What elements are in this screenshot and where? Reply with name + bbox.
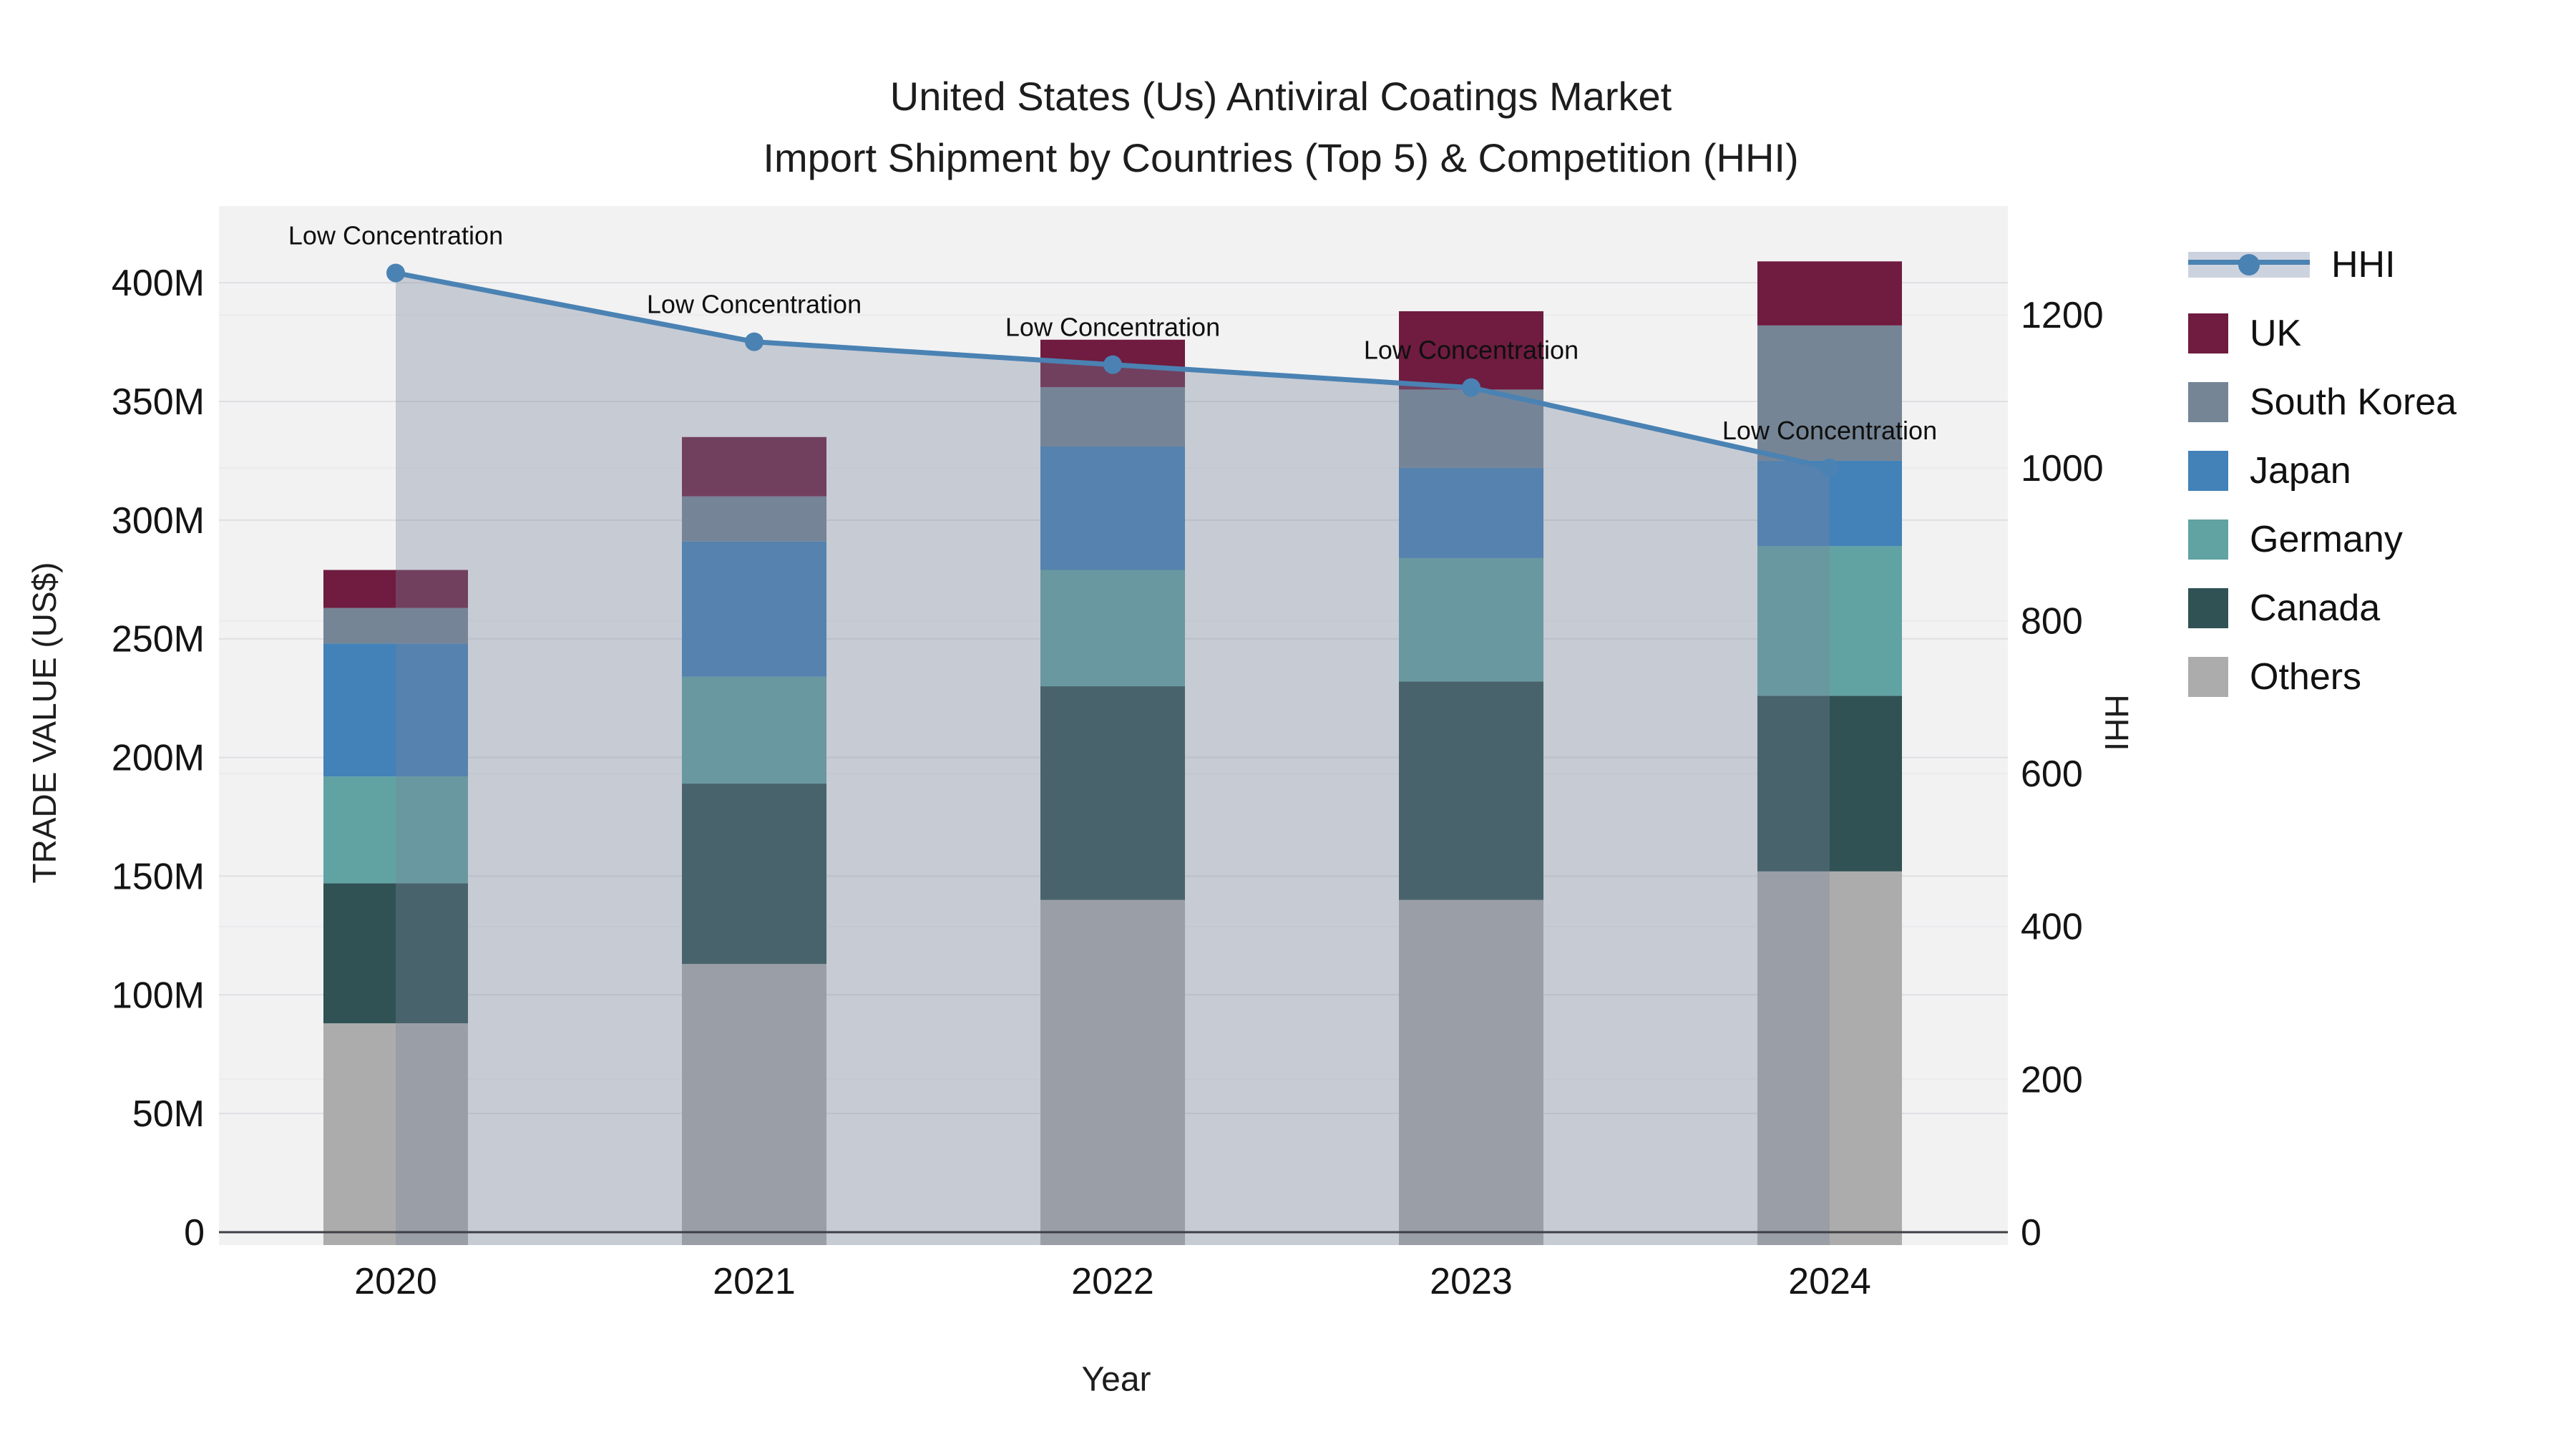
y-tick-label: 250M xyxy=(112,619,205,660)
bar-segment-japan-2022[interactable] xyxy=(1040,447,1185,570)
y-tick-label: 150M xyxy=(112,856,205,897)
y2-tick-label: 800 xyxy=(2021,600,2083,642)
chart-title-line2: Import Shipment by Countries (Top 5) & C… xyxy=(763,135,1799,180)
bar-segment-south-korea-2021[interactable] xyxy=(682,496,826,542)
legend-label-germany: Germany xyxy=(2250,519,2403,560)
x-axis-title: Year xyxy=(1081,1360,1151,1399)
bar-segment-canada-2024[interactable] xyxy=(1757,696,1902,872)
chart-title-line1: United States (Us) Antiviral Coatings Ma… xyxy=(889,74,1672,119)
hhi-marker-2020[interactable] xyxy=(386,263,405,283)
bar-segment-canada-2021[interactable] xyxy=(682,784,826,965)
y2-axis-title: HHI xyxy=(2098,694,2135,751)
hhi-area-fill xyxy=(396,273,1830,1246)
legend-label-hhi: HHI xyxy=(2331,244,2396,286)
legend-item-others[interactable]: Others xyxy=(2188,643,2457,711)
y2-tick-label: 200 xyxy=(2021,1059,2083,1101)
y2-tick-label: 1200 xyxy=(2021,295,2104,336)
y-tick-label: 100M xyxy=(112,975,205,1016)
bar-segment-germany-2021[interactable] xyxy=(682,676,826,784)
legend-item-canada[interactable]: Canada xyxy=(2188,574,2457,643)
legend-label-canada: Canada xyxy=(2250,587,2381,629)
legend-label-uk: UK xyxy=(2250,313,2302,354)
y-tick-label: 0 xyxy=(184,1212,205,1254)
legend-label-south-korea: South Korea xyxy=(2250,381,2457,423)
bar-segment-others-2024[interactable] xyxy=(1757,871,1902,1245)
bar-segment-south-korea-2023[interactable] xyxy=(1399,389,1543,468)
bar-segment-south-korea-2020[interactable] xyxy=(323,608,468,644)
y2-tick-label: 1000 xyxy=(2021,448,2104,489)
legend-item-south-korea[interactable]: South Korea xyxy=(2188,368,2457,436)
legend-item-uk[interactable]: UK xyxy=(2188,299,2457,368)
legend: HHI UK South Korea Japan Germany Canada Others xyxy=(2188,230,2457,711)
legend-label-others: Others xyxy=(2250,656,2362,698)
annotation-low-concentration-2022: Low Concentration xyxy=(1005,313,1220,342)
y2-tick-label: 400 xyxy=(2021,907,2083,948)
bar-segment-canada-2023[interactable] xyxy=(1399,681,1543,900)
bar-segment-japan-2020[interactable] xyxy=(323,643,468,777)
bar-segment-south-korea-2024[interactable] xyxy=(1757,325,1902,461)
bar-segment-uk-2021[interactable] xyxy=(682,436,826,497)
y2-tick-label: 0 xyxy=(2021,1212,2041,1254)
y-tick-label: 200M xyxy=(112,738,205,779)
bar-segment-germany-2020[interactable] xyxy=(323,776,468,884)
y2-tick-label: 600 xyxy=(2021,753,2083,795)
hhi-line-icon xyxy=(2188,249,2310,280)
annotation-low-concentration-2024: Low Concentration xyxy=(1722,416,1937,445)
x-tick-label-2023: 2023 xyxy=(1430,1261,1513,1302)
bar-segment-uk-2024[interactable] xyxy=(1757,261,1902,326)
annotation-low-concentration-2020: Low Concentration xyxy=(288,220,503,250)
hhi-marker-2023[interactable] xyxy=(1462,378,1480,397)
legend-swatch-uk xyxy=(2188,313,2228,353)
bar-segment-others-2021[interactable] xyxy=(682,964,826,1245)
chart-title: United States (Us) Antiviral Coatings Ma… xyxy=(763,66,1798,189)
y-tick-label: 300M xyxy=(112,500,205,542)
y-tick-label: 400M xyxy=(112,263,205,304)
y-tick-label: 350M xyxy=(112,381,205,423)
legend-item-japan[interactable]: Japan xyxy=(2188,436,2457,505)
hhi-marker-2021[interactable] xyxy=(745,332,763,351)
bar-segment-germany-2022[interactable] xyxy=(1040,570,1185,687)
bar-segment-others-2023[interactable] xyxy=(1399,899,1543,1245)
legend-item-hhi[interactable]: HHI xyxy=(2188,230,2457,299)
legend-swatch-canada xyxy=(2188,588,2228,628)
annotation-low-concentration-2021: Low Concentration xyxy=(647,290,862,319)
y-axis-title: TRADE VALUE (US$) xyxy=(26,562,63,884)
bar-segment-south-korea-2022[interactable] xyxy=(1040,387,1185,447)
bar-segment-canada-2022[interactable] xyxy=(1040,686,1185,900)
x-tick-label-2021: 2021 xyxy=(713,1261,796,1302)
bar-segment-others-2022[interactable] xyxy=(1040,899,1185,1245)
legend-item-germany[interactable]: Germany xyxy=(2188,505,2457,574)
bar-segment-uk-2023[interactable] xyxy=(1399,311,1543,390)
x-tick-label-2022: 2022 xyxy=(1071,1261,1154,1302)
y-tick-label: 50M xyxy=(132,1093,205,1135)
bar-segment-japan-2021[interactable] xyxy=(682,541,826,677)
legend-swatch-germany xyxy=(2188,519,2228,560)
bar-segment-germany-2023[interactable] xyxy=(1399,557,1543,682)
legend-swatch-others xyxy=(2188,657,2228,697)
annotation-low-concentration-2023: Low Concentration xyxy=(1364,336,1579,365)
x-tick-label-2020: 2020 xyxy=(354,1261,437,1302)
bar-segment-uk-2020[interactable] xyxy=(323,570,468,608)
bar-segment-japan-2023[interactable] xyxy=(1399,467,1543,558)
hhi-marker-2024[interactable] xyxy=(1820,458,1839,477)
legend-swatch-japan xyxy=(2188,451,2228,491)
legend-label-japan: Japan xyxy=(2250,450,2351,492)
bar-segment-canada-2020[interactable] xyxy=(323,883,468,1024)
bar-segment-germany-2024[interactable] xyxy=(1757,546,1902,696)
legend-swatch-south-korea xyxy=(2188,382,2228,422)
x-tick-label-2024: 2024 xyxy=(1788,1261,1871,1302)
bar-segment-others-2020[interactable] xyxy=(323,1023,468,1245)
hhi-marker-2022[interactable] xyxy=(1103,355,1122,374)
